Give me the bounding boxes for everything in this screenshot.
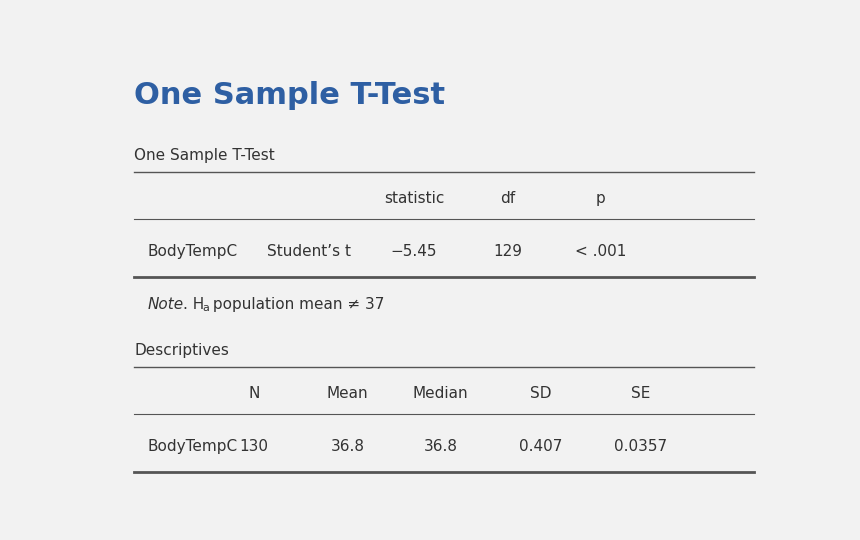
Text: df: df: [500, 191, 515, 206]
Text: p: p: [596, 191, 605, 206]
Text: 0.0357: 0.0357: [614, 439, 667, 454]
Text: . H: . H: [183, 297, 204, 312]
Text: One Sample T-Test: One Sample T-Test: [134, 148, 275, 163]
Text: Descriptives: Descriptives: [134, 343, 229, 358]
Text: 129: 129: [493, 244, 522, 259]
Text: 36.8: 36.8: [330, 439, 365, 454]
Text: 130: 130: [240, 439, 268, 454]
Text: Mean: Mean: [327, 386, 368, 401]
Text: BodyTempC: BodyTempC: [148, 439, 237, 454]
Text: One Sample T-Test: One Sample T-Test: [134, 82, 445, 111]
Text: 0.407: 0.407: [519, 439, 562, 454]
Text: Note: Note: [148, 297, 184, 312]
Text: SD: SD: [530, 386, 551, 401]
Text: a: a: [202, 302, 209, 313]
Text: −5.45: −5.45: [390, 244, 438, 259]
Text: < .001: < .001: [575, 244, 626, 259]
Text: N: N: [249, 386, 260, 401]
Text: Student’s t: Student’s t: [267, 244, 352, 259]
Text: population mean ≠ 37: population mean ≠ 37: [208, 297, 384, 312]
Text: SE: SE: [631, 386, 650, 401]
Text: statistic: statistic: [384, 191, 445, 206]
Text: BodyTempC: BodyTempC: [148, 244, 237, 259]
Text: Median: Median: [413, 386, 469, 401]
Text: 36.8: 36.8: [424, 439, 458, 454]
